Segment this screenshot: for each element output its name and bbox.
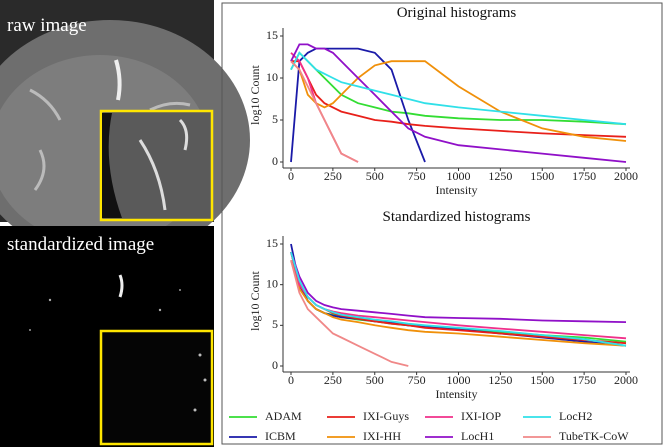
x-tick-label: 2000 bbox=[614, 373, 638, 387]
x-tick-label: 1750 bbox=[572, 373, 596, 387]
chart-title: Standardized histograms bbox=[383, 209, 531, 225]
series-line bbox=[291, 252, 626, 343]
figure-canvas: raw image standardized image Original hi… bbox=[0, 0, 664, 447]
y-tick-label: 0 bbox=[272, 154, 278, 168]
legend-label: IXI-IOP bbox=[461, 409, 501, 423]
x-tick-label: 750 bbox=[408, 169, 426, 183]
series-line bbox=[291, 252, 626, 346]
legend-label: ICBM bbox=[265, 429, 296, 443]
x-tick-label: 1000 bbox=[447, 373, 471, 387]
series-line bbox=[291, 252, 626, 338]
series-line bbox=[291, 252, 626, 322]
series-line bbox=[291, 53, 626, 124]
x-tick-label: 0 bbox=[288, 169, 294, 183]
series-line bbox=[291, 44, 626, 162]
y-axis-label: log10 Count bbox=[248, 64, 262, 124]
panel-label: standardized image bbox=[7, 234, 154, 255]
figure: raw image standardized image Original hi… bbox=[0, 0, 664, 447]
legend-label: IXI-HH bbox=[363, 429, 401, 443]
x-tick-label: 250 bbox=[324, 373, 342, 387]
legend-label: LocH1 bbox=[461, 429, 494, 443]
legend-label: ADAM bbox=[265, 409, 302, 423]
y-tick-label: 10 bbox=[266, 276, 278, 290]
series-line bbox=[291, 260, 626, 345]
x-tick-label: 0 bbox=[288, 373, 294, 387]
y-tick-label: 0 bbox=[272, 358, 278, 372]
legend-label: TubeTK-CoW bbox=[559, 429, 629, 443]
y-tick-label: 5 bbox=[272, 112, 278, 126]
legend-label: IXI-Guys bbox=[363, 409, 409, 423]
x-tick-label: 750 bbox=[408, 373, 426, 387]
x-tick-label: 1250 bbox=[488, 169, 512, 183]
panel-label: raw image bbox=[7, 15, 87, 36]
x-tick-label: 1000 bbox=[447, 169, 471, 183]
chart-title: Original histograms bbox=[397, 5, 517, 21]
x-tick-label: 500 bbox=[366, 373, 384, 387]
legend-label: LocH2 bbox=[559, 409, 592, 423]
series-line bbox=[291, 53, 626, 124]
x-tick-label: 1500 bbox=[530, 169, 554, 183]
x-tick-label: 2000 bbox=[614, 169, 638, 183]
raw-image-panel: raw image bbox=[0, 0, 250, 260]
x-tick-label: 1500 bbox=[530, 373, 554, 387]
series-line bbox=[291, 61, 626, 137]
x-tick-label: 1750 bbox=[572, 169, 596, 183]
x-tick-label: 500 bbox=[366, 169, 384, 183]
chart: Original histograms 0 5 10 15 0 250 500 750 1000 1… bbox=[248, 5, 638, 197]
standardized-image-panel: standardized image bbox=[0, 226, 214, 447]
y-tick-label: 15 bbox=[266, 28, 278, 42]
y-tick-label: 15 bbox=[266, 236, 278, 250]
x-axis-label: Intensity bbox=[436, 183, 478, 197]
chart: Standardized histograms 0 5 10 15 0 250 500 750 1… bbox=[229, 209, 638, 443]
y-axis-label: log10 Count bbox=[248, 270, 262, 330]
y-tick-label: 5 bbox=[272, 317, 278, 331]
x-tick-label: 1250 bbox=[488, 373, 512, 387]
x-axis-label: Intensity bbox=[436, 387, 478, 401]
x-tick-label: 250 bbox=[324, 169, 342, 183]
y-tick-label: 10 bbox=[266, 70, 278, 84]
